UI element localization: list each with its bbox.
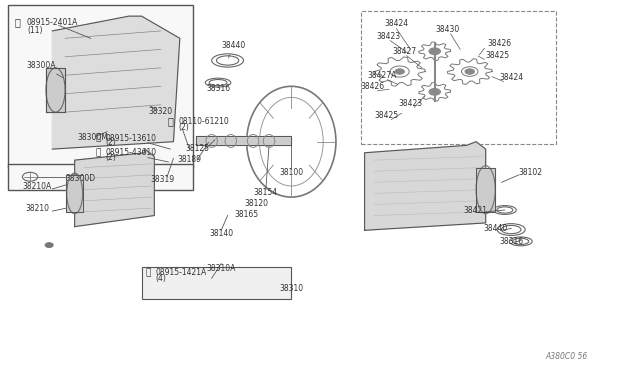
- Text: 38320: 38320: [148, 106, 172, 116]
- Text: 38102: 38102: [519, 168, 543, 177]
- Text: 38423: 38423: [399, 99, 422, 108]
- Text: 38120: 38120: [244, 199, 268, 208]
- Text: (4): (4): [156, 274, 166, 283]
- Text: (2): (2): [105, 153, 116, 162]
- Text: 08915-13610: 08915-13610: [105, 134, 156, 142]
- Text: A380C0 56: A380C0 56: [545, 352, 588, 361]
- Text: 38210A: 38210A: [22, 182, 52, 191]
- Ellipse shape: [465, 69, 474, 74]
- Text: 38300A: 38300A: [27, 61, 63, 77]
- Text: 38424: 38424: [385, 19, 408, 29]
- Text: 38421: 38421: [463, 206, 488, 215]
- Ellipse shape: [430, 89, 440, 94]
- Text: 38210: 38210: [26, 204, 50, 213]
- Text: 38440: 38440: [221, 41, 246, 58]
- Text: 38189: 38189: [177, 155, 202, 164]
- Text: 38140: 38140: [209, 229, 234, 238]
- Polygon shape: [196, 136, 291, 145]
- Text: 08915-1421A: 08915-1421A: [156, 268, 207, 278]
- Text: 38425: 38425: [485, 51, 509, 60]
- Text: 38300M: 38300M: [78, 132, 109, 142]
- Text: 38427A: 38427A: [368, 71, 397, 80]
- Text: 38154: 38154: [254, 188, 278, 197]
- Text: Ⓦ: Ⓦ: [145, 268, 150, 278]
- Text: 38425: 38425: [375, 111, 399, 120]
- Polygon shape: [476, 167, 495, 212]
- Text: 38423: 38423: [376, 32, 400, 41]
- Circle shape: [45, 243, 53, 247]
- Text: (2): (2): [179, 123, 189, 132]
- Polygon shape: [75, 149, 154, 227]
- Text: 38424: 38424: [499, 73, 524, 82]
- Text: 38426: 38426: [361, 82, 385, 91]
- Ellipse shape: [395, 69, 404, 74]
- Polygon shape: [365, 142, 486, 230]
- Text: 38319: 38319: [150, 175, 175, 184]
- Bar: [362, 11, 556, 144]
- Polygon shape: [46, 68, 65, 112]
- Text: 38426: 38426: [488, 39, 512, 48]
- Text: 38316: 38316: [499, 237, 524, 246]
- Text: 38165: 38165: [235, 211, 259, 219]
- Text: 08110-61210: 08110-61210: [179, 117, 229, 126]
- Text: 08915-2401A: 08915-2401A: [27, 18, 78, 28]
- Text: 08915-43610: 08915-43610: [105, 148, 156, 157]
- Text: (2): (2): [105, 138, 116, 147]
- Text: 38427: 38427: [393, 47, 417, 56]
- Bar: [8, 164, 193, 190]
- Polygon shape: [52, 16, 180, 149]
- Text: 38310A: 38310A: [207, 264, 236, 273]
- Ellipse shape: [430, 48, 440, 54]
- Text: Ⓑ: Ⓑ: [167, 116, 173, 126]
- Text: 38100: 38100: [279, 168, 303, 177]
- Text: Ⓦ: Ⓦ: [96, 134, 101, 142]
- Text: 38440: 38440: [483, 224, 508, 233]
- Text: 38316: 38316: [207, 84, 230, 93]
- Text: (11): (11): [27, 26, 42, 35]
- Bar: [141, 267, 291, 299]
- Bar: [8, 5, 193, 167]
- Text: 38125: 38125: [186, 144, 210, 153]
- Text: Ⓦ: Ⓦ: [14, 17, 20, 28]
- Polygon shape: [67, 175, 83, 212]
- Text: 38310: 38310: [279, 284, 303, 293]
- Text: Ⓦ: Ⓦ: [96, 148, 101, 157]
- Text: 38300D: 38300D: [65, 174, 95, 183]
- Text: 38430: 38430: [435, 25, 460, 34]
